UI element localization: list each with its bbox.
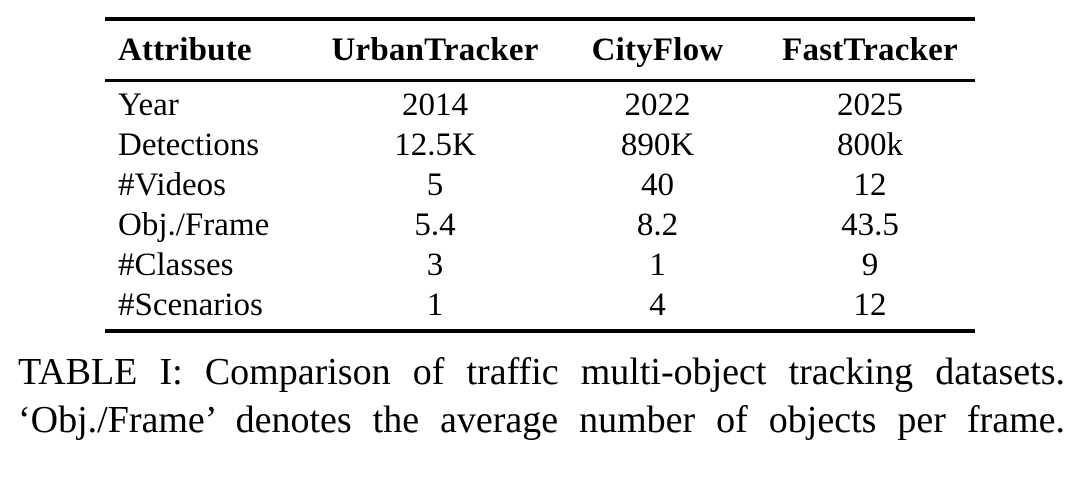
row-value: 40 — [641, 167, 674, 203]
table-header: Attribute UrbanTracker CityFlow FastTrac… — [105, 19, 975, 82]
column-header-attribute: Attribute — [105, 19, 320, 82]
caption-line-1: TABLE I: Comparison of traffic multi-obj… — [18, 351, 1065, 393]
row-attribute: Year — [118, 87, 179, 123]
row-value: 1 — [649, 247, 666, 283]
row-value: 4 — [649, 287, 666, 323]
row-value: 2022 — [624, 87, 691, 123]
row-attribute: #Videos — [118, 167, 227, 203]
row-value: 43.5 — [841, 207, 899, 243]
row-value: 800k — [837, 127, 903, 163]
table-body: Year 2014 2022 2025 Detections 12.5K 890… — [105, 81, 975, 332]
caption-line-2: ‘Obj./Frame’ denotes the average number … — [18, 399, 1065, 441]
row-value: 12 — [853, 287, 887, 323]
row-value: 12.5K — [394, 127, 476, 163]
row-value: 2025 — [837, 87, 903, 123]
table-caption: TABLE I: Comparison of traffic multi-obj… — [18, 348, 1065, 444]
row-attribute: #Classes — [118, 247, 234, 283]
row-value: 2014 — [402, 87, 468, 123]
row-value: 12 — [853, 167, 887, 203]
row-value: 8.2 — [636, 207, 679, 243]
column-header-fasttracker: FastTracker — [765, 19, 975, 82]
row-attribute: Detections — [118, 127, 260, 163]
row-value: 5.4 — [414, 207, 456, 243]
dataset-comparison-table: Attribute UrbanTracker CityFlow FastTrac… — [105, 17, 975, 333]
column-header-cityflow: CityFlow — [550, 19, 765, 82]
row-value: 5 — [426, 167, 444, 203]
row-value: 3 — [426, 247, 444, 283]
row-value: 9 — [861, 247, 879, 283]
column-header-urbantracker: UrbanTracker — [320, 19, 550, 82]
table-row: Year 2014 2022 2025 — [105, 81, 975, 126]
header-row: Attribute UrbanTracker CityFlow FastTrac… — [105, 19, 975, 82]
row-attribute: Obj./Frame — [118, 207, 270, 243]
row-attribute: #Scenarios — [118, 287, 263, 323]
table-row: #Classes 3 1 9 — [105, 245, 975, 285]
table-row: Obj./Frame 5.4 8.2 43.5 — [105, 205, 975, 245]
table-row: #Scenarios 1 4 12 — [105, 285, 975, 331]
table-row: #Videos 5 40 12 — [105, 165, 975, 205]
table-row: Detections 12.5K 890K 800k — [105, 125, 975, 165]
row-value: 890K — [620, 127, 695, 163]
row-value: 1 — [426, 287, 444, 323]
